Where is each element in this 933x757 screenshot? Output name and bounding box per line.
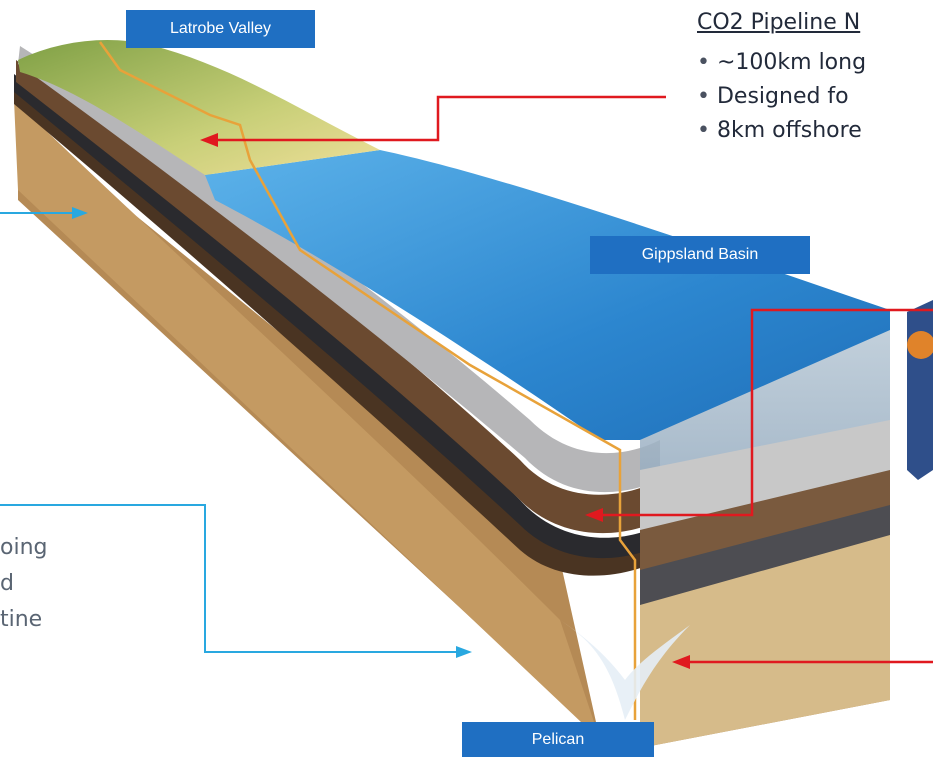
front-face-dark-layer <box>640 505 890 610</box>
pipeline-info-item: 8km offshore <box>697 114 866 148</box>
ocean-surface <box>205 150 890 440</box>
co2-pipeline <box>98 41 637 720</box>
pipeline-info-item: ~100km long <box>697 46 866 80</box>
front-face-sand-layer <box>640 535 890 748</box>
left-callout-text: oing d tine <box>0 530 47 638</box>
1km-below-seafloor-badge-icon <box>907 300 933 480</box>
pipeline-info-title: CO2 Pipeline N <box>697 10 861 35</box>
stratum-lower-sand <box>14 100 600 740</box>
pipeline-info-item: Designed fo <box>697 80 866 114</box>
front-face-grey-layer <box>640 420 890 540</box>
pelican-reservoir <box>560 620 690 720</box>
latrobe-valley-label: Latrobe Valley <box>126 10 315 48</box>
pelican-label: Pelican <box>462 722 654 757</box>
left-callout-line: d <box>0 571 14 596</box>
gippsland-basin-label: Gippsland Basin <box>590 236 810 274</box>
blue-callout-lines <box>0 212 458 653</box>
left-callout-line: oing <box>0 535 48 560</box>
pipeline-info-list: ~100km long Designed fo 8km offshore <box>697 46 866 148</box>
red-callout-lines <box>215 95 933 664</box>
left-callout-line: tine <box>0 607 43 632</box>
red-arrow-heads <box>200 133 690 669</box>
front-face-brown-layer <box>640 470 890 575</box>
blue-arrow-heads <box>72 207 472 658</box>
